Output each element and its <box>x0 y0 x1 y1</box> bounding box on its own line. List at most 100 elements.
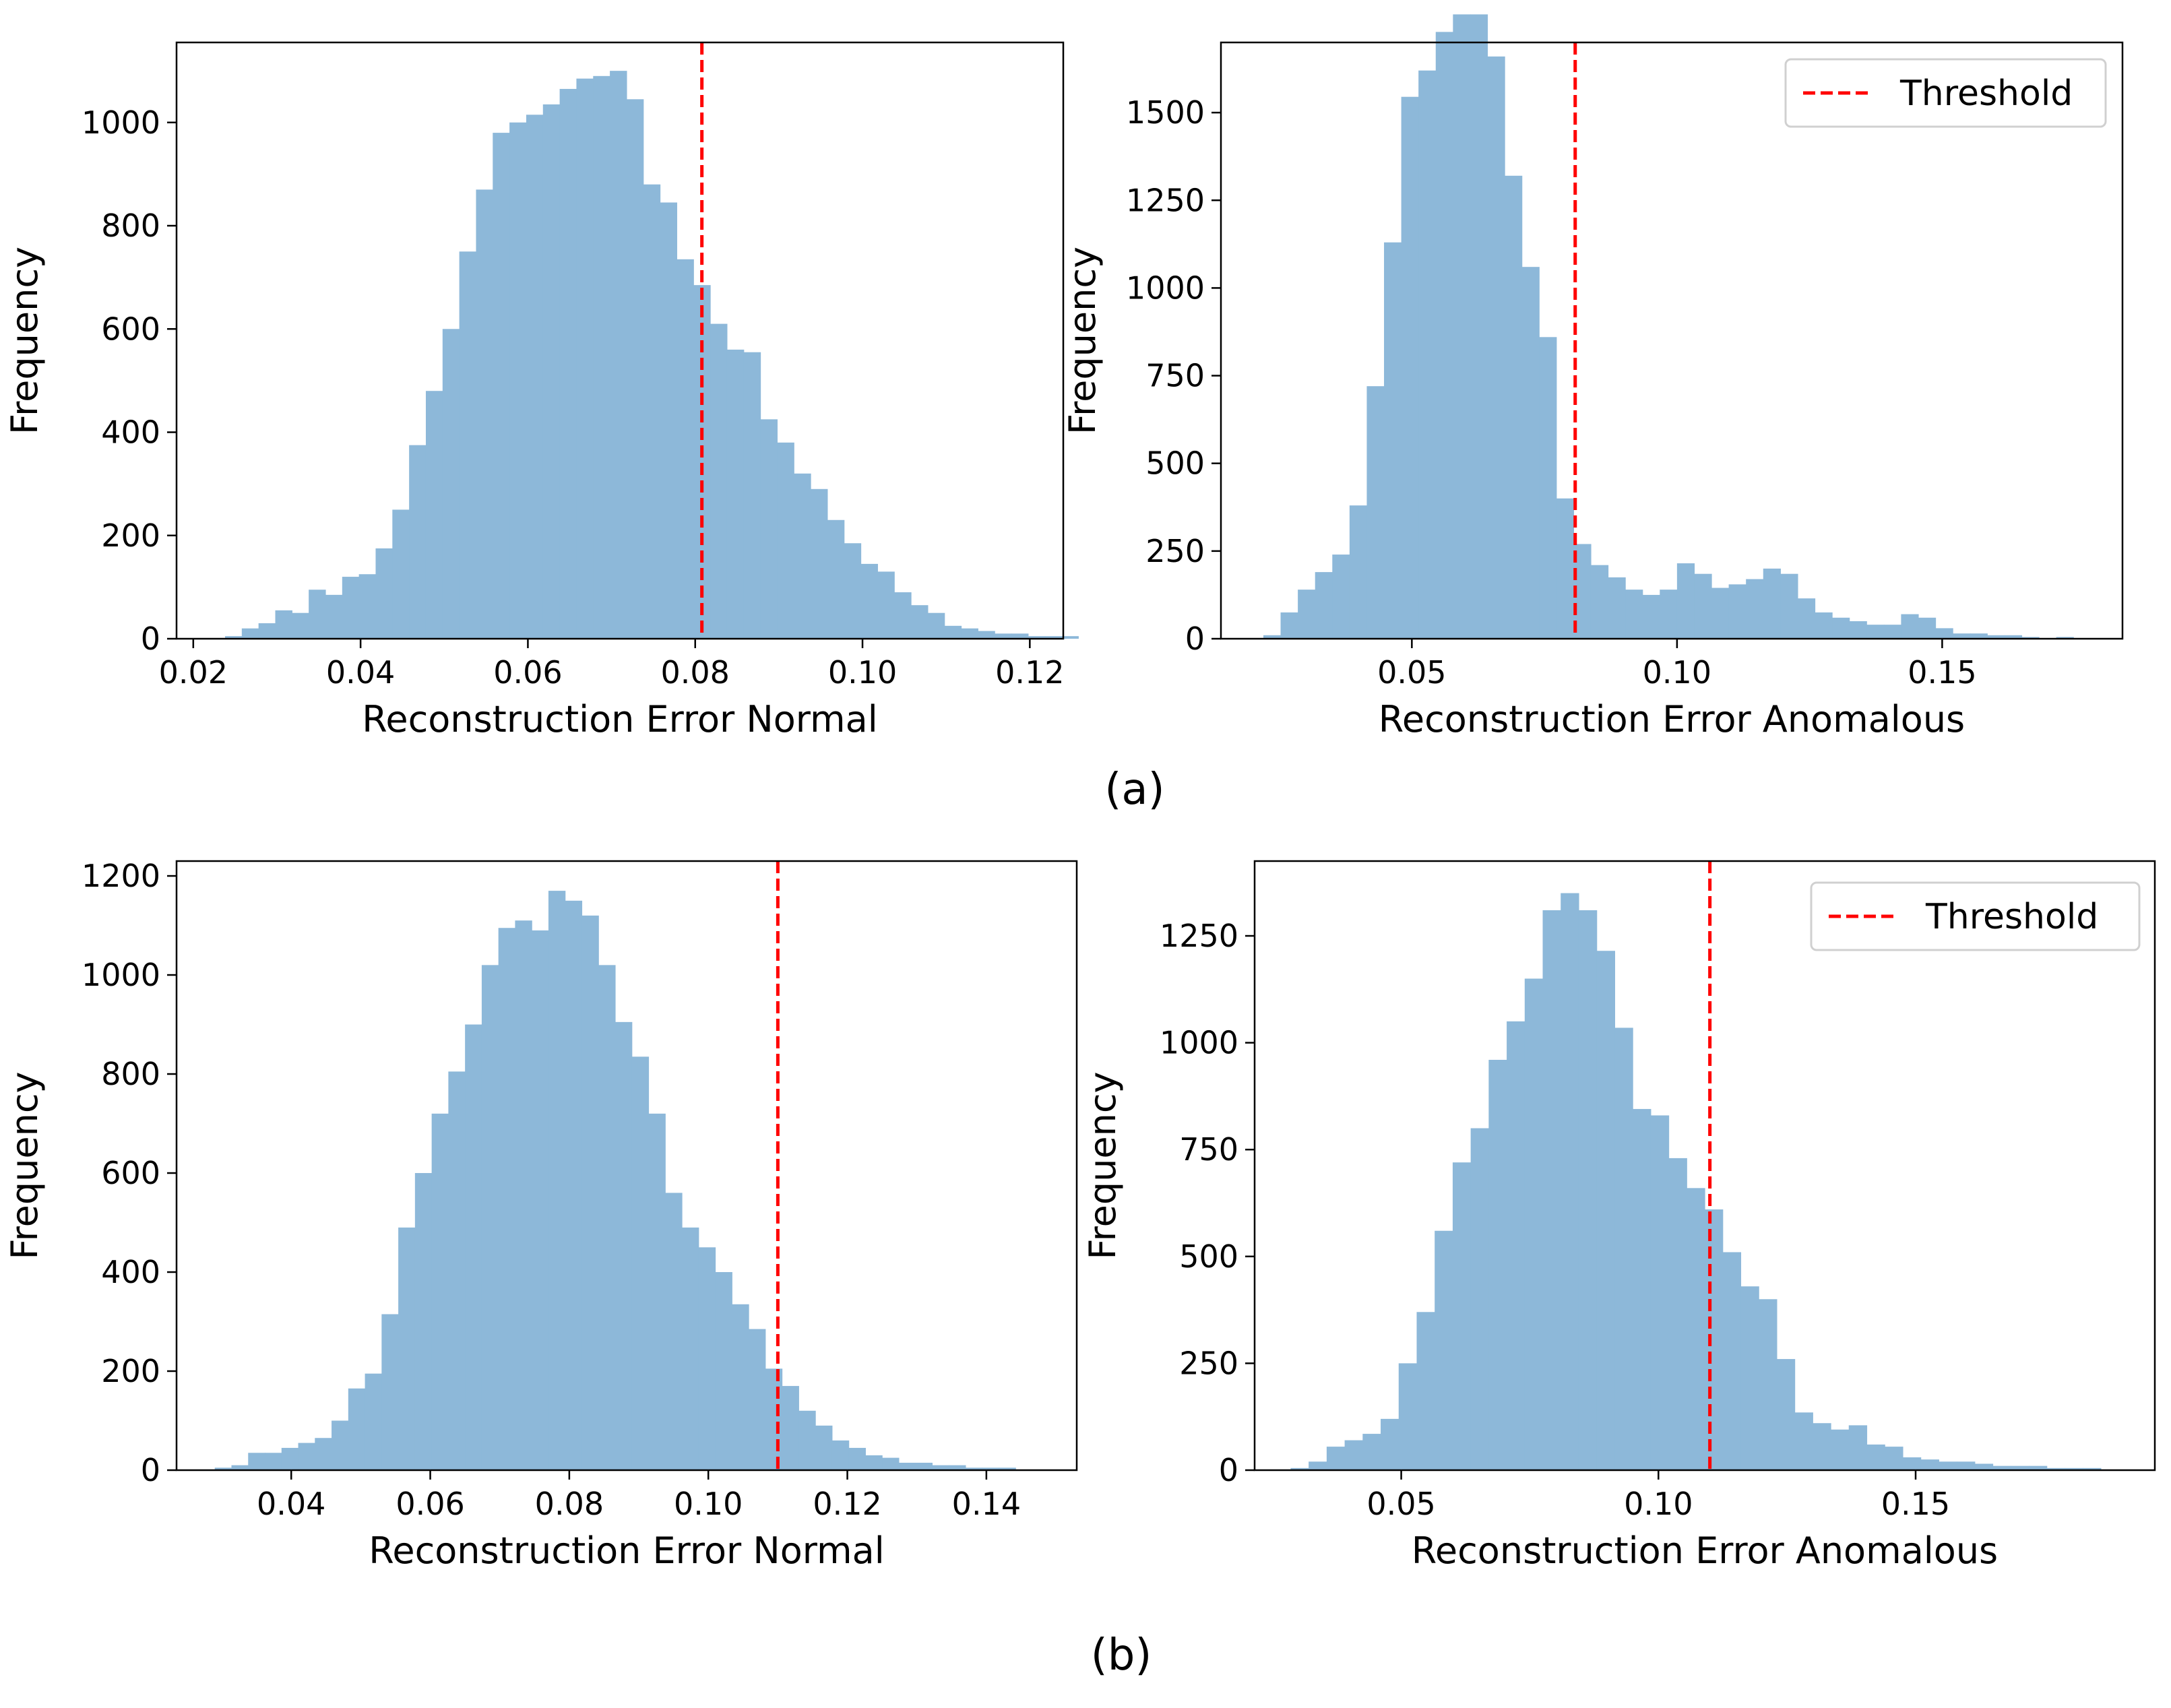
histogram-bar <box>1705 1209 1724 1470</box>
x-axis-label: Reconstruction Error Normal <box>362 698 877 740</box>
histogram-bar <box>1797 598 1816 639</box>
histogram-bar <box>409 445 427 639</box>
histogram-bar <box>811 488 828 639</box>
histogram-bar <box>1722 1252 1742 1470</box>
histogram-bar <box>944 625 962 639</box>
histogram-bar <box>1974 1463 1994 1470</box>
histogram-bar <box>292 612 309 639</box>
histogram-bar <box>1507 1021 1525 1470</box>
histogram-bar <box>1740 1286 1759 1470</box>
histogram-bar <box>425 391 443 639</box>
histogram-bar <box>1487 56 1505 639</box>
histogram-bar <box>1794 1412 1813 1470</box>
histogram-bar <box>1362 1434 1381 1470</box>
y-tick-label: 600 <box>101 311 160 347</box>
histogram-bar <box>1935 628 1953 639</box>
histogram-bar <box>465 1024 482 1470</box>
legend: Threshold <box>1784 58 2107 128</box>
histogram-bar <box>995 633 1012 639</box>
histogram-bar <box>248 1453 265 1470</box>
histogram-bar <box>961 628 978 639</box>
histogram-bar <box>1650 1115 1670 1470</box>
legend-label: Threshold <box>1925 897 2098 937</box>
histogram-bar <box>258 623 276 639</box>
histogram-bar <box>1470 14 1488 639</box>
histogram-bar <box>1332 555 1350 639</box>
histogram-bar <box>749 1329 766 1470</box>
histogram-bar <box>1633 1108 1651 1470</box>
histogram-bar <box>414 1173 433 1470</box>
histogram-bar <box>743 352 761 639</box>
y-tick-label: 600 <box>101 1155 160 1191</box>
histogram-bar <box>565 900 583 1470</box>
histogram-bar <box>1848 1425 1868 1470</box>
y-tick-label: 500 <box>1145 445 1205 482</box>
y-tick-label: 1250 <box>1126 182 1205 218</box>
histogram-bar <box>1776 1359 1796 1470</box>
histogram-bar <box>1883 625 1901 639</box>
histogram-bar <box>2011 1465 2030 1470</box>
histogram-bar <box>643 184 661 639</box>
histogram-bar <box>1561 893 1579 1470</box>
x-tick-label: 0.04 <box>257 1486 325 1522</box>
histogram-bar <box>1918 617 1937 639</box>
histogram-bar <box>732 1304 749 1470</box>
histogram-bar <box>798 1410 816 1470</box>
x-tick-label: 0.12 <box>995 654 1064 691</box>
histogram-bar <box>431 1113 449 1470</box>
histogram-bar <box>509 122 527 639</box>
histogram-bar <box>1596 951 1615 1470</box>
histogram-bar <box>1992 1465 2011 1470</box>
x-tick-label: 0.10 <box>1643 654 1711 691</box>
histogram-bar <box>1759 1299 1777 1470</box>
histogram-bar <box>265 1453 282 1470</box>
histogram-bar <box>493 133 510 639</box>
histogram-bar <box>1849 621 1867 639</box>
histogram-bar <box>2065 1467 2083 1470</box>
histogram-bar <box>1939 1461 1957 1470</box>
histogram-bar <box>1590 565 1609 639</box>
histogram-bar <box>1263 635 1282 639</box>
histogram-bar <box>999 1467 1016 1470</box>
histogram-bar <box>927 612 945 639</box>
histogram-bar <box>1556 498 1574 639</box>
histogram-bar <box>1384 242 1402 639</box>
axes-frame <box>175 41 1065 640</box>
x-tick-label: 0.05 <box>1366 1486 1435 1522</box>
histogram-bar <box>2056 637 2074 639</box>
histogram-bar <box>1578 910 1598 1470</box>
histogram-bar <box>593 75 610 639</box>
x-tick-label: 0.06 <box>396 1486 464 1522</box>
histogram-bar <box>1542 910 1561 1470</box>
x-axis-label: Reconstruction Error Anomalous <box>1412 1529 1998 1572</box>
y-tick-label: 800 <box>101 208 160 244</box>
histogram-bar <box>831 1440 850 1470</box>
histogram-bar <box>777 442 794 639</box>
y-tick-label: 1000 <box>1160 1025 1238 1061</box>
histogram-bar <box>231 1465 249 1470</box>
y-axis-label: Frequency <box>3 247 46 435</box>
histogram-bar <box>1418 70 1437 639</box>
caption-b: (b) <box>1090 1631 1152 1680</box>
histogram-bar <box>1011 633 1029 639</box>
y-tick-label: 500 <box>1179 1238 1238 1275</box>
legend-label: Threshold <box>1899 73 2073 114</box>
histogram-bar <box>2004 635 2023 639</box>
histogram-bar <box>1524 978 1544 1470</box>
histogram-bar <box>1902 1457 1922 1470</box>
histogram-bar <box>298 1443 315 1470</box>
histogram-bar <box>648 1113 666 1470</box>
histogram-bar <box>1452 1162 1472 1470</box>
legend-box <box>1784 58 2107 128</box>
histogram-bar <box>515 920 532 1470</box>
histogram-bar <box>325 594 343 639</box>
histogram-bar <box>1866 625 1885 639</box>
histogram-bar <box>665 1193 683 1470</box>
legend: Threshold <box>1810 881 2141 951</box>
histogram-bar <box>348 1388 366 1470</box>
x-tick-label: 0.04 <box>326 654 395 691</box>
histogram-bar <box>698 1247 716 1470</box>
y-tick-label: 200 <box>101 1353 160 1389</box>
histogram-bar <box>1470 1128 1489 1470</box>
histogram-bar <box>765 1368 783 1470</box>
